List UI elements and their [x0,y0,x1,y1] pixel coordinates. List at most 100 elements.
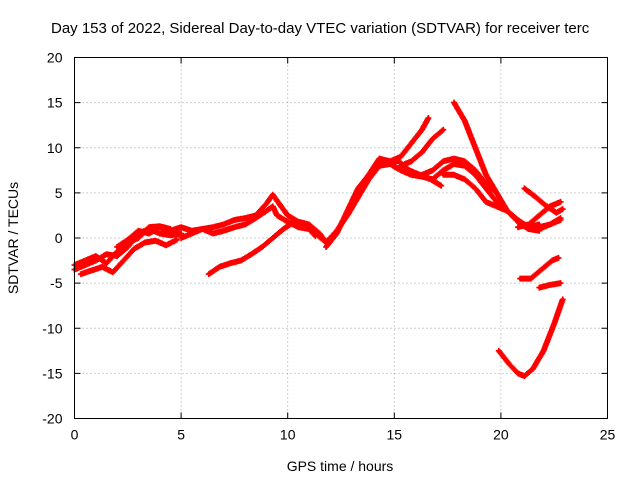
data-point [507,362,512,366]
data-point [168,233,173,237]
data-point [561,207,565,211]
data-point [111,270,115,274]
data-point [463,119,467,123]
data-point [431,137,435,141]
data-point [505,209,509,213]
data-point [399,168,403,172]
data-point [243,216,247,220]
data-point [249,252,254,256]
data-point [190,231,194,236]
data-layer [71,99,566,380]
data-point [271,236,275,240]
grid [74,57,608,419]
data-point [147,225,151,229]
series-arc-10 [397,126,447,169]
data-point [277,202,281,206]
data-point [537,213,541,218]
data-point [335,231,339,236]
data-point [441,168,445,172]
data-point [143,240,147,245]
data-point [153,239,158,243]
data-point [243,222,247,227]
y-tick-label: 0 [55,230,63,246]
data-point [548,283,552,287]
series-arc-18 [517,254,562,282]
y-tick-label: -15 [42,365,62,381]
data-point [286,213,290,218]
axis-ticks: 0 5 10 15 20 25 -20 -15 -10 -5 0 5 10 15 20 [42,50,615,443]
data-point [441,173,445,177]
data-point [200,227,205,231]
data-point [264,202,268,206]
data-point [94,254,98,258]
data-point [495,200,499,204]
data-point [420,150,424,154]
x-axis-title: GPS time / hours [287,458,394,474]
data-point [463,159,467,163]
data-point [207,272,211,276]
data-point [271,193,275,197]
data-point [179,225,183,229]
data-point [377,156,381,161]
data-point [452,162,456,166]
series-arc-20 [495,296,566,380]
data-point [452,101,456,105]
x-tick-label: 25 [600,427,616,443]
data-point [164,243,168,247]
y-tick-label: -10 [42,320,62,336]
data-point [558,200,563,204]
data-point [211,231,215,236]
data-point [399,155,403,159]
data-point [281,227,286,231]
data-point [168,229,173,233]
data-point [533,194,537,199]
y-tick-label: 10 [47,140,63,156]
data-point [522,374,526,378]
data-point [527,222,531,227]
data-point [275,213,279,218]
data-point [264,209,268,213]
series-arc-6 [205,218,319,278]
data-point [539,267,544,272]
data-point [439,184,443,188]
data-point [541,349,546,353]
data-point [303,222,307,227]
data-point [552,322,556,326]
data-point [217,265,222,269]
data-point [179,236,183,240]
data-point [147,231,151,236]
data-point [132,247,136,251]
data-point [537,225,541,229]
x-tick-label: 0 [71,427,79,443]
data-point [126,238,130,242]
data-point [548,222,552,227]
data-point [452,156,456,161]
data-point [232,225,236,229]
data-point [544,203,548,208]
data-point [431,168,435,172]
data-point [345,209,349,213]
y-tick-label: 5 [55,185,63,201]
data-point [452,173,456,177]
data-point [179,231,183,236]
data-point [399,164,403,168]
data-point [271,204,275,209]
data-point [473,173,477,177]
data-point [286,220,290,224]
data-point [518,277,522,281]
data-point [463,177,467,181]
data-point [516,220,520,224]
data-point [386,160,390,164]
data-point [529,277,533,281]
data-point [561,297,565,301]
data-point [407,168,411,172]
data-point [473,146,477,150]
x-tick-label: 20 [493,427,509,443]
data-point [296,225,300,229]
data-point [254,216,258,220]
data-point [115,245,119,249]
data-point [396,159,401,163]
data-point [550,258,554,263]
data-point [100,265,104,269]
data-point [375,162,379,166]
